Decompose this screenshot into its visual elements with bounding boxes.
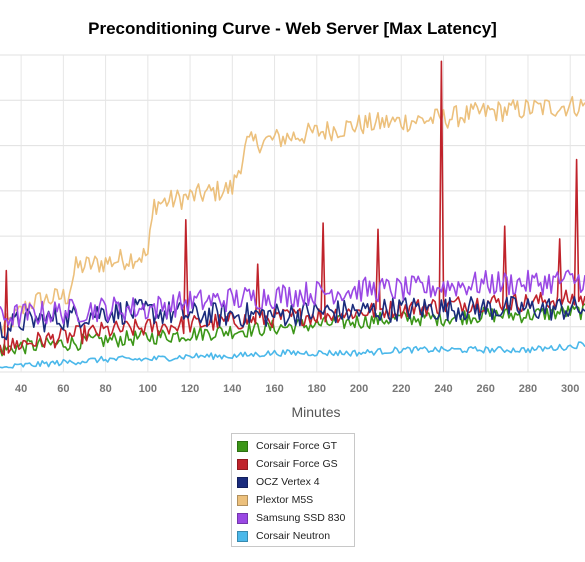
legend-label: Corsair Neutron (256, 530, 331, 542)
x-tick-label: 300 (561, 383, 579, 395)
x-tick-label: 240 (434, 383, 452, 395)
legend-label: OCZ Vertex 4 (256, 476, 320, 488)
legend-item: Corsair Neutron (237, 527, 354, 545)
legend-item: Corsair Force GT (237, 437, 354, 455)
series-line-plextor-m5s (0, 95, 585, 335)
series-line-corsair-neutron (0, 341, 585, 369)
x-tick-label: 60 (57, 383, 69, 395)
x-tick-label: 180 (308, 383, 326, 395)
legend-swatch (237, 440, 248, 452)
legend-item: OCZ Vertex 4 (237, 473, 354, 491)
series-line-ocz-vertex-4 (0, 295, 585, 341)
x-axis-ticks: 40 60 80 100 120 140 160 180 200 220 240 260 280 300 (15, 383, 579, 395)
chart-title: Preconditioning Curve - Web Server [Max … (88, 19, 497, 38)
legend-label: Corsair Force GS (256, 458, 338, 470)
legend-swatch (237, 494, 248, 506)
x-axis-title: Minutes (291, 404, 340, 420)
legend-label: Corsair Force GT (256, 440, 338, 452)
x-tick-label: 80 (99, 383, 111, 395)
legend-label: Plextor M5S (256, 494, 314, 506)
legend-item: Plextor M5S (237, 491, 354, 509)
gridlines (0, 54, 585, 373)
x-tick-label: 120 (181, 383, 199, 395)
x-tick-label: 40 (15, 383, 27, 395)
legend-swatch (237, 530, 248, 542)
series-lines (0, 60, 585, 369)
legend-swatch (237, 458, 248, 470)
legend-swatch (237, 512, 248, 524)
x-tick-label: 200 (350, 383, 368, 395)
series-line-samsung-ssd-830 (0, 269, 585, 327)
x-tick-label: 100 (139, 383, 157, 395)
x-tick-label: 260 (477, 383, 495, 395)
legend-swatch (237, 476, 248, 488)
chart-legend: Corsair Force GT Corsair Force GS OCZ Vert… (231, 433, 355, 547)
legend-label: Samsung SSD 830 (256, 512, 346, 524)
legend-item: Corsair Force GS (237, 455, 354, 473)
x-tick-label: 160 (265, 383, 283, 395)
legend-item: Samsung SSD 830 (237, 509, 354, 527)
x-tick-label: 280 (519, 383, 537, 395)
x-tick-label: 220 (392, 383, 410, 395)
x-tick-label: 140 (223, 383, 241, 395)
